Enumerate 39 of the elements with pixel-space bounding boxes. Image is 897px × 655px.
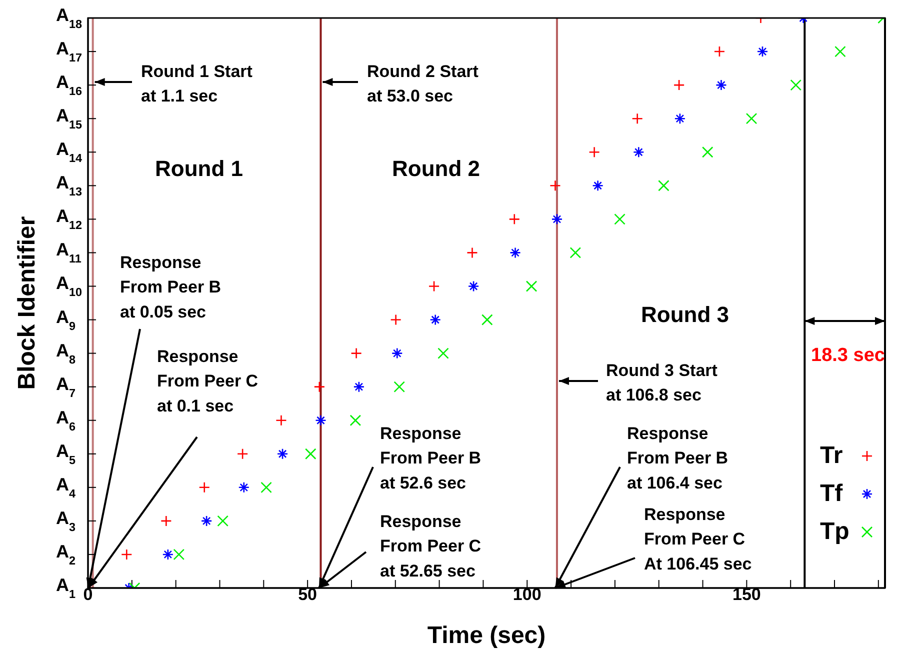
y-tick-label: A$_{14}$ [56, 139, 82, 165]
legend-label: Tf [820, 480, 844, 507]
y-axis-title: Block Identifier [14, 216, 41, 390]
y-tick-label: A$_{2}$ [56, 541, 76, 567]
annotation: Response From Peer C At 106.45 sec [644, 505, 752, 574]
y-tick-label: A$_{17}$ [56, 38, 82, 64]
y-tick-label: A$_{1}$ [56, 575, 76, 600]
legend-label: Tr [820, 442, 843, 469]
y-tick-label: A$_{11}$ [56, 240, 82, 266]
annotation: Response From Peer C at 0.1 sec [157, 347, 258, 416]
annotation: Round 1 Start at 1.1 sec [141, 62, 253, 106]
annotation: Round 3 Start at 106.8 sec [606, 361, 718, 405]
annotation: Round 1 [155, 156, 243, 181]
y-tick-label: A$_{10}$ [56, 273, 82, 299]
y-tick-label: A$_{18}$ [56, 5, 82, 30]
annotation: Round 2 [392, 156, 480, 181]
annotation: Response From Peer C at 52.65 sec [380, 512, 482, 580]
annotation: Response From Peer B at 52.6 sec [380, 424, 482, 492]
annotation: Round 2 Start at 53.0 sec [367, 62, 479, 106]
x-tick-label: 0 [83, 585, 93, 604]
annotation: Response From Peer B at 0.05 sec [120, 253, 222, 322]
y-tick-label: A$_{8}$ [56, 340, 76, 366]
y-tick-label: A$_{13}$ [56, 172, 82, 198]
annotation: Round 3 [641, 302, 729, 327]
y-tick-label: A$_{3}$ [56, 508, 76, 534]
y-tick-label: A$_{9}$ [56, 306, 76, 332]
y-tick-label: A$_{16}$ [56, 72, 82, 98]
y-tick-label: A$_{6}$ [56, 407, 76, 433]
y-tick-label: A$_{5}$ [56, 440, 76, 466]
x-tick-label: 100 [512, 585, 542, 604]
x-tick-label: 50 [298, 585, 318, 604]
y-tick-label: A$_{15}$ [56, 106, 82, 132]
legend-label: Tp [820, 518, 850, 545]
annotation: Response From Peer B at 106.4 sec [627, 424, 728, 492]
x-tick-label: 150 [732, 585, 761, 604]
y-tick-label: A$_{4}$ [56, 474, 76, 500]
y-tick-label: A$_{12}$ [56, 206, 82, 232]
y-tick-label: A$_{7}$ [56, 374, 76, 400]
x-axis-title: Time (sec) [427, 622, 546, 649]
